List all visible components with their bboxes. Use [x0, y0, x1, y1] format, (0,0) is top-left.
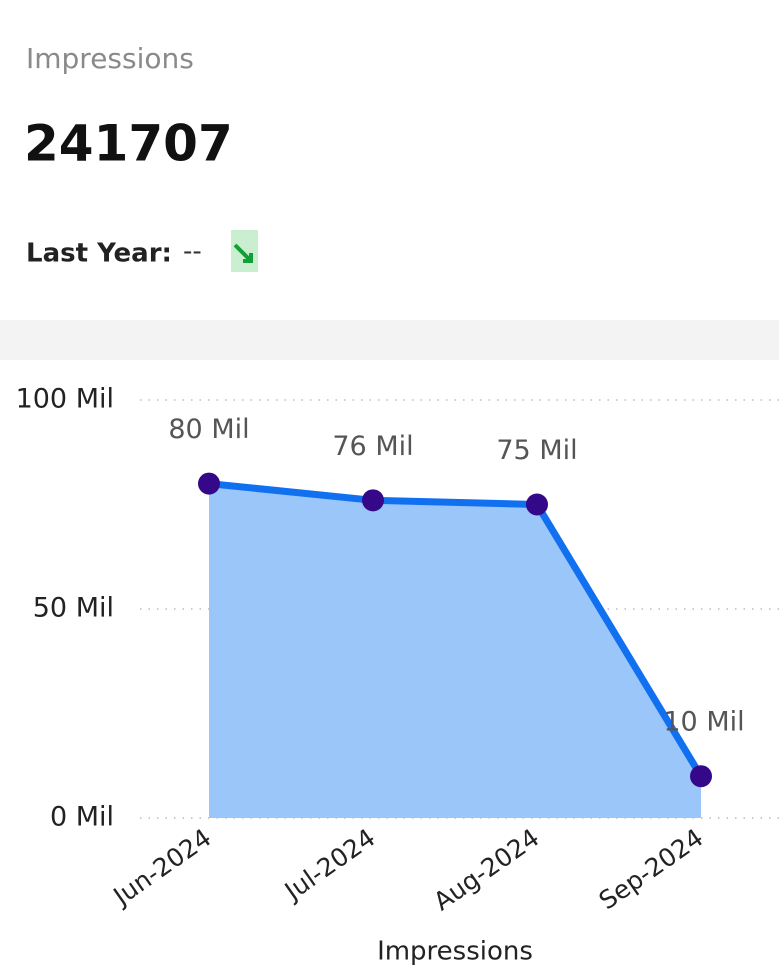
marker — [690, 765, 712, 788]
kpi-label: Impressions — [26, 42, 194, 75]
data-label: 80 Mil — [168, 414, 249, 445]
y-tick-label: 100 Mil — [16, 384, 114, 415]
y-tick-label: 0 Mil — [50, 802, 114, 833]
area — [209, 483, 701, 818]
divider-band — [0, 320, 779, 360]
kpi-value: 241707 — [24, 115, 233, 173]
marker — [198, 472, 220, 495]
line — [208, 480, 704, 779]
x-axis-title: Impressions — [377, 937, 533, 967]
data-label: 76 Mil — [332, 431, 413, 462]
y-tick-label: 50 Mil — [33, 593, 114, 624]
data-label: 10 Mil — [663, 707, 744, 738]
marker — [362, 489, 384, 512]
trend-icon — [231, 230, 258, 272]
data-label: 75 Mil — [496, 435, 577, 466]
comparison-value: -- — [183, 237, 202, 267]
marker — [526, 493, 548, 516]
comparison-label: Last Year: — [26, 239, 172, 269]
